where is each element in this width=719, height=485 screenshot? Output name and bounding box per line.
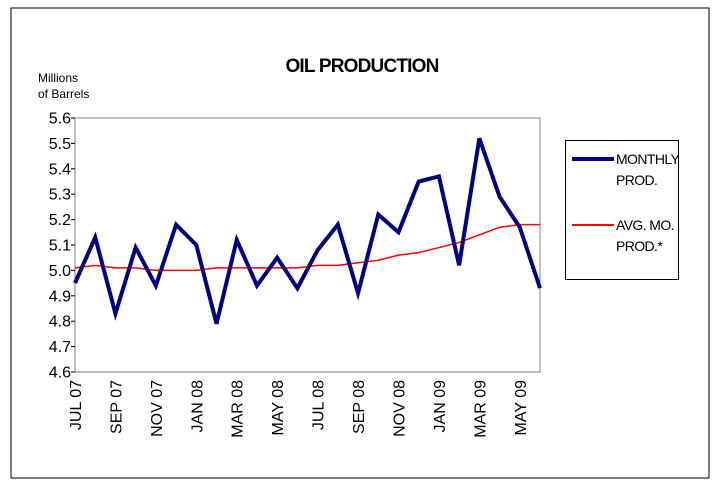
x-tick-label: JAN 09 [432, 380, 449, 433]
x-tick-label: MAR 09 [472, 380, 489, 438]
x-tick-label: JUL 07 [68, 380, 85, 430]
y-tick-label: 5.4 [49, 161, 71, 178]
x-tick-label: JUL 08 [311, 380, 328, 430]
chart-title: OIL PRODUCTION [285, 56, 438, 77]
y-tick-label: 5.1 [49, 238, 71, 255]
x-tick-label: SEP 08 [351, 380, 368, 434]
plot-area [74, 117, 541, 373]
y-tick-label: 5.0 [49, 263, 71, 280]
frame [10, 7, 710, 479]
series-line [73, 137, 542, 325]
legend-label: MONTHLY PROD. [616, 151, 680, 188]
x-tick-label: NOV 08 [391, 380, 408, 437]
y-tick-label: 5.6 [49, 111, 71, 128]
y-tick-label: 4.8 [49, 314, 71, 331]
y-tick-label: 4.9 [49, 288, 71, 305]
x-tick-label: SEP 07 [108, 380, 125, 434]
legend-swatch [572, 157, 614, 161]
y-tick-label: 4.6 [49, 365, 71, 382]
x-tick-label: NOV 07 [149, 380, 166, 437]
legend: MONTHLY PROD. AVG. MO. PROD.* [565, 140, 680, 280]
legend-swatch [572, 224, 614, 226]
y-tick-label: 5.5 [49, 136, 71, 153]
y-axis-label: of Barrels [38, 87, 89, 101]
y-tick-label: 4.7 [49, 339, 71, 356]
y-axis-label: Millions [38, 71, 78, 85]
y-tick-label: 5.2 [49, 212, 71, 229]
x-tick-label: MAR 08 [230, 380, 247, 438]
x-tick-label: MAY 08 [270, 380, 287, 436]
x-tick-label: MAY 09 [513, 380, 530, 436]
x-tick-label: JAN 08 [189, 380, 206, 433]
y-tick-label: 5.3 [49, 187, 71, 204]
legend-label: AVG. MO. PROD.* [616, 217, 675, 254]
